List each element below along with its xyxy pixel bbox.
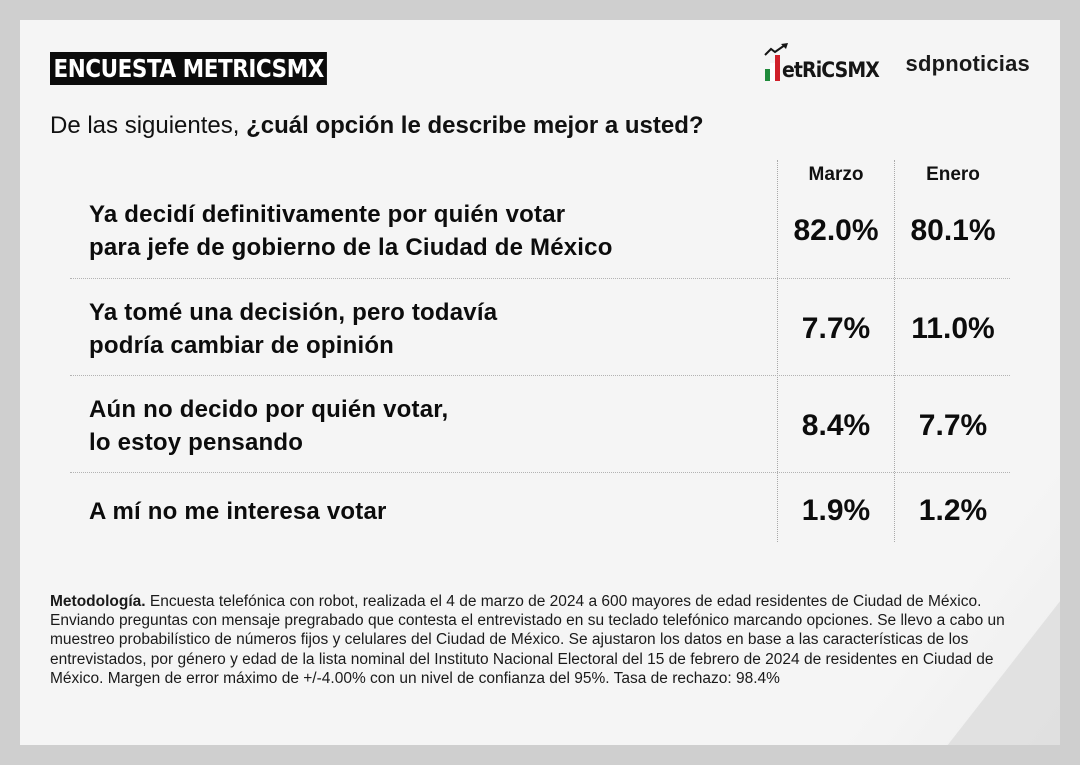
survey-card: ENCUESTA METRICSMX etRiCSMX sdpnoticias …	[20, 20, 1060, 745]
value-marzo: 1.9%	[801, 494, 871, 527]
column-header-marzo: Marzo	[808, 164, 864, 185]
column-divider	[777, 160, 778, 542]
value-enero: 7.7%	[918, 409, 988, 442]
label-line: para jefe de gobierno de la Ciudad de Mé…	[89, 234, 613, 261]
methodology-text: Encuesta telefónica con robot, realizada…	[50, 593, 1005, 687]
chart-arrow-flag-icon	[764, 43, 788, 56]
row-divider	[70, 472, 1010, 473]
value-enero: 11.0%	[911, 312, 995, 345]
logos: etRiCSMX sdpnoticias	[764, 43, 1030, 84]
label-line: Ya decidí definitivamente por quién vota…	[89, 201, 566, 228]
methodology-label: Metodología.	[50, 593, 146, 610]
column-divider	[894, 160, 895, 542]
methodology-note: Metodología. Encuesta telefónica con rob…	[50, 592, 1010, 688]
value-marzo: 8.4%	[801, 409, 871, 442]
label-line: podría cambiar de opinión	[89, 332, 395, 359]
metricsmx-logo: etRiCSMX	[764, 43, 890, 82]
column-header-enero: Enero	[926, 164, 980, 185]
value-enero: 80.1%	[910, 214, 996, 247]
mexico-flag-bars	[764, 55, 780, 81]
table-row-label: A mí no me interesa votar	[89, 495, 387, 528]
table-row-label: Aún no decido por quién votar, lo estoy …	[89, 393, 448, 459]
label-line: A mí no me interesa votar	[89, 498, 387, 525]
table-row-label: Ya tomé una decisión, pero todavía podrí…	[89, 296, 497, 362]
label-line: Aún no decido por quién votar,	[89, 396, 449, 423]
label-line: lo estoy pensando	[89, 429, 304, 456]
sdpnoticias-logo: sdpnoticias	[905, 51, 1030, 76]
label-line: Ya tomé una decisión, pero todavía	[89, 299, 498, 326]
survey-question: De las siguientes, ¿cuál opción le descr…	[50, 112, 704, 140]
value-marzo: 82.0%	[793, 214, 879, 247]
row-divider	[70, 375, 1010, 376]
value-enero: 1.2%	[918, 494, 988, 527]
table-row-label: Ya decidí definitivamente por quién vota…	[89, 198, 613, 264]
metricsmx-logo-text: etRiCSMX	[781, 58, 880, 82]
question-prefix: De las siguientes,	[50, 112, 247, 139]
row-divider	[70, 278, 1010, 279]
question-emphasis: ¿cuál opción le describe mejor a usted?	[246, 112, 704, 139]
value-marzo: 7.7%	[801, 312, 871, 345]
survey-title-badge: ENCUESTA METRICSMX	[50, 52, 328, 85]
